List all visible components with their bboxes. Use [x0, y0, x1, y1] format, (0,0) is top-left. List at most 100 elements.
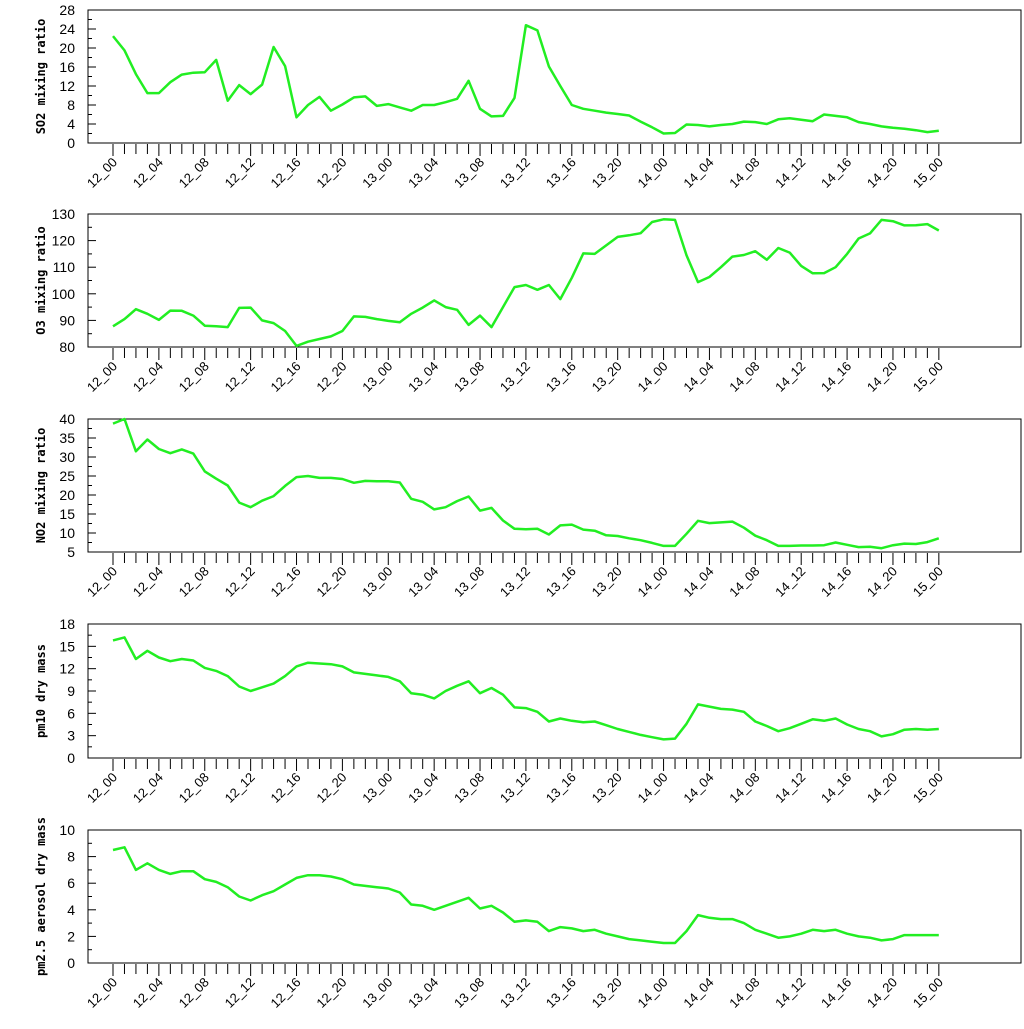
- x-tick-label: 14_00: [635, 770, 671, 806]
- x-tick-label: 14_04: [680, 770, 716, 806]
- x-tick-label: 12_04: [130, 564, 166, 600]
- x-tick-label: 13_12: [497, 564, 533, 600]
- y-tick-label: 12: [59, 78, 75, 94]
- y-tick-label: 20: [59, 487, 75, 503]
- x-tick-label: 14_20: [864, 155, 900, 191]
- x-tick-label: 12_16: [267, 564, 303, 600]
- y-tick-label: 9: [67, 683, 75, 699]
- y-tick-label: 10: [59, 822, 75, 838]
- x-tick-label: 13_16: [543, 770, 579, 806]
- series-line: [112, 417, 940, 550]
- y-tick-label: 8: [67, 97, 75, 113]
- x-tick-label: 12_08: [176, 155, 212, 191]
- x-tick-label: 13_08: [451, 564, 487, 600]
- x-tick-label: 13_04: [405, 564, 441, 600]
- x-tick-label: 14_00: [635, 975, 671, 1011]
- x-tick-label: 12_12: [222, 359, 258, 395]
- x-tick-label: 13_20: [589, 770, 625, 806]
- x-tick-label: 14_00: [635, 155, 671, 191]
- y-tick-label: 10: [59, 525, 75, 541]
- y-tick-label: 16: [59, 59, 75, 75]
- y-tick-label: 0: [67, 750, 75, 766]
- x-tick-label: 13_16: [543, 975, 579, 1011]
- x-tick-label: 14_08: [726, 359, 762, 395]
- y-tick-label: 18: [59, 616, 75, 632]
- series-line: [112, 846, 939, 945]
- y-tick-label: 4: [67, 902, 75, 918]
- x-tick-label: 14_08: [726, 975, 762, 1011]
- y-tick-label: 130: [52, 206, 76, 222]
- x-tick-label: 12_20: [313, 770, 349, 806]
- x-tick-label: 13_00: [359, 359, 395, 395]
- x-tick-label: 12_12: [222, 975, 258, 1011]
- x-tick-label: 14_00: [635, 564, 671, 600]
- x-tick-label: 13_08: [451, 155, 487, 191]
- x-tick-label: 12_04: [130, 975, 166, 1011]
- x-tick-label: 13_16: [543, 155, 579, 191]
- y-tick-label: 15: [59, 506, 75, 522]
- series-line: [112, 218, 940, 348]
- y-tick-label: 6: [67, 705, 75, 721]
- y-tick-label: 2: [67, 928, 75, 944]
- y-axis-label: O3 mixing ratio: [34, 226, 48, 334]
- x-tick-label: 13_12: [497, 359, 533, 395]
- y-tick-label: 0: [67, 135, 75, 151]
- x-tick-label: 13_00: [359, 770, 395, 806]
- x-tick-label: 12_20: [313, 975, 349, 1011]
- x-tick-label: 13_20: [589, 155, 625, 191]
- y-tick-label: 28: [59, 2, 75, 18]
- x-tick-label: 14_04: [680, 359, 716, 395]
- x-tick-label: 14_16: [818, 975, 854, 1011]
- y-tick-label: 0: [67, 955, 75, 971]
- x-tick-label: 14_08: [726, 564, 762, 600]
- x-tick-label: 14_12: [772, 564, 808, 600]
- x-tick-label: 15_00: [910, 770, 946, 806]
- panel-5: 0 2 4 6 8 10 pm2.5 aerosol dry mass 12_00 12_04 1…: [34, 817, 1022, 1011]
- x-tick-label: 14_20: [864, 564, 900, 600]
- x-tick-label: 13_20: [589, 359, 625, 395]
- y-tick-label: 5: [67, 544, 75, 560]
- x-tick-label: 15_00: [910, 155, 946, 191]
- x-tick-label: 13_12: [497, 975, 533, 1011]
- x-tick-label: 14_16: [818, 155, 854, 191]
- x-tick-label: 15_00: [910, 975, 946, 1011]
- y-axis-label: SO2 mixing ratio: [34, 19, 48, 135]
- y-axis-label: NO2 mixing ratio: [34, 428, 48, 544]
- x-tick-label: 12_04: [130, 155, 166, 191]
- x-tick-label: 12_12: [222, 155, 258, 191]
- y-tick-label: 4: [67, 116, 75, 132]
- x-tick-label: 13_16: [543, 359, 579, 395]
- x-tick-label: 14_16: [818, 770, 854, 806]
- x-tick-label: 13_08: [451, 975, 487, 1011]
- x-tick-label: 14_16: [818, 359, 854, 395]
- x-tick-label: 14_08: [726, 155, 762, 191]
- x-tick-label: 12_00: [84, 564, 120, 600]
- plot-frame: [87, 623, 1022, 759]
- x-tick-label: 12_04: [130, 770, 166, 806]
- x-tick-label: 12_16: [267, 155, 303, 191]
- y-tick-label: 100: [52, 286, 76, 302]
- x-tick-label: 14_20: [864, 975, 900, 1011]
- x-tick-label: 12_08: [176, 975, 212, 1011]
- x-tick-label: 14_12: [772, 975, 808, 1011]
- x-tick-label: 14_12: [772, 155, 808, 191]
- x-tick-label: 13_00: [359, 155, 395, 191]
- x-tick-label: 12_08: [176, 564, 212, 600]
- y-tick-label: 80: [59, 339, 75, 355]
- y-tick-label: 25: [59, 468, 75, 484]
- x-tick-label: 13_12: [497, 770, 533, 806]
- y-tick-label: 40: [59, 411, 75, 427]
- x-tick-label: 12_00: [84, 155, 120, 191]
- x-tick-label: 14_00: [635, 359, 671, 395]
- x-tick-label: 12_00: [84, 359, 120, 395]
- y-axis-label: pm10 dry mass: [34, 644, 48, 738]
- y-tick-label: 110: [53, 259, 76, 275]
- x-tick-label: 13_00: [359, 975, 395, 1011]
- x-tick-label: 12_08: [176, 770, 212, 806]
- x-tick-label: 13_08: [451, 770, 487, 806]
- y-tick-label: 20: [59, 40, 75, 56]
- y-tick-label: 3: [67, 728, 75, 744]
- x-tick-label: 12_12: [222, 770, 258, 806]
- x-tick-label: 13_20: [589, 564, 625, 600]
